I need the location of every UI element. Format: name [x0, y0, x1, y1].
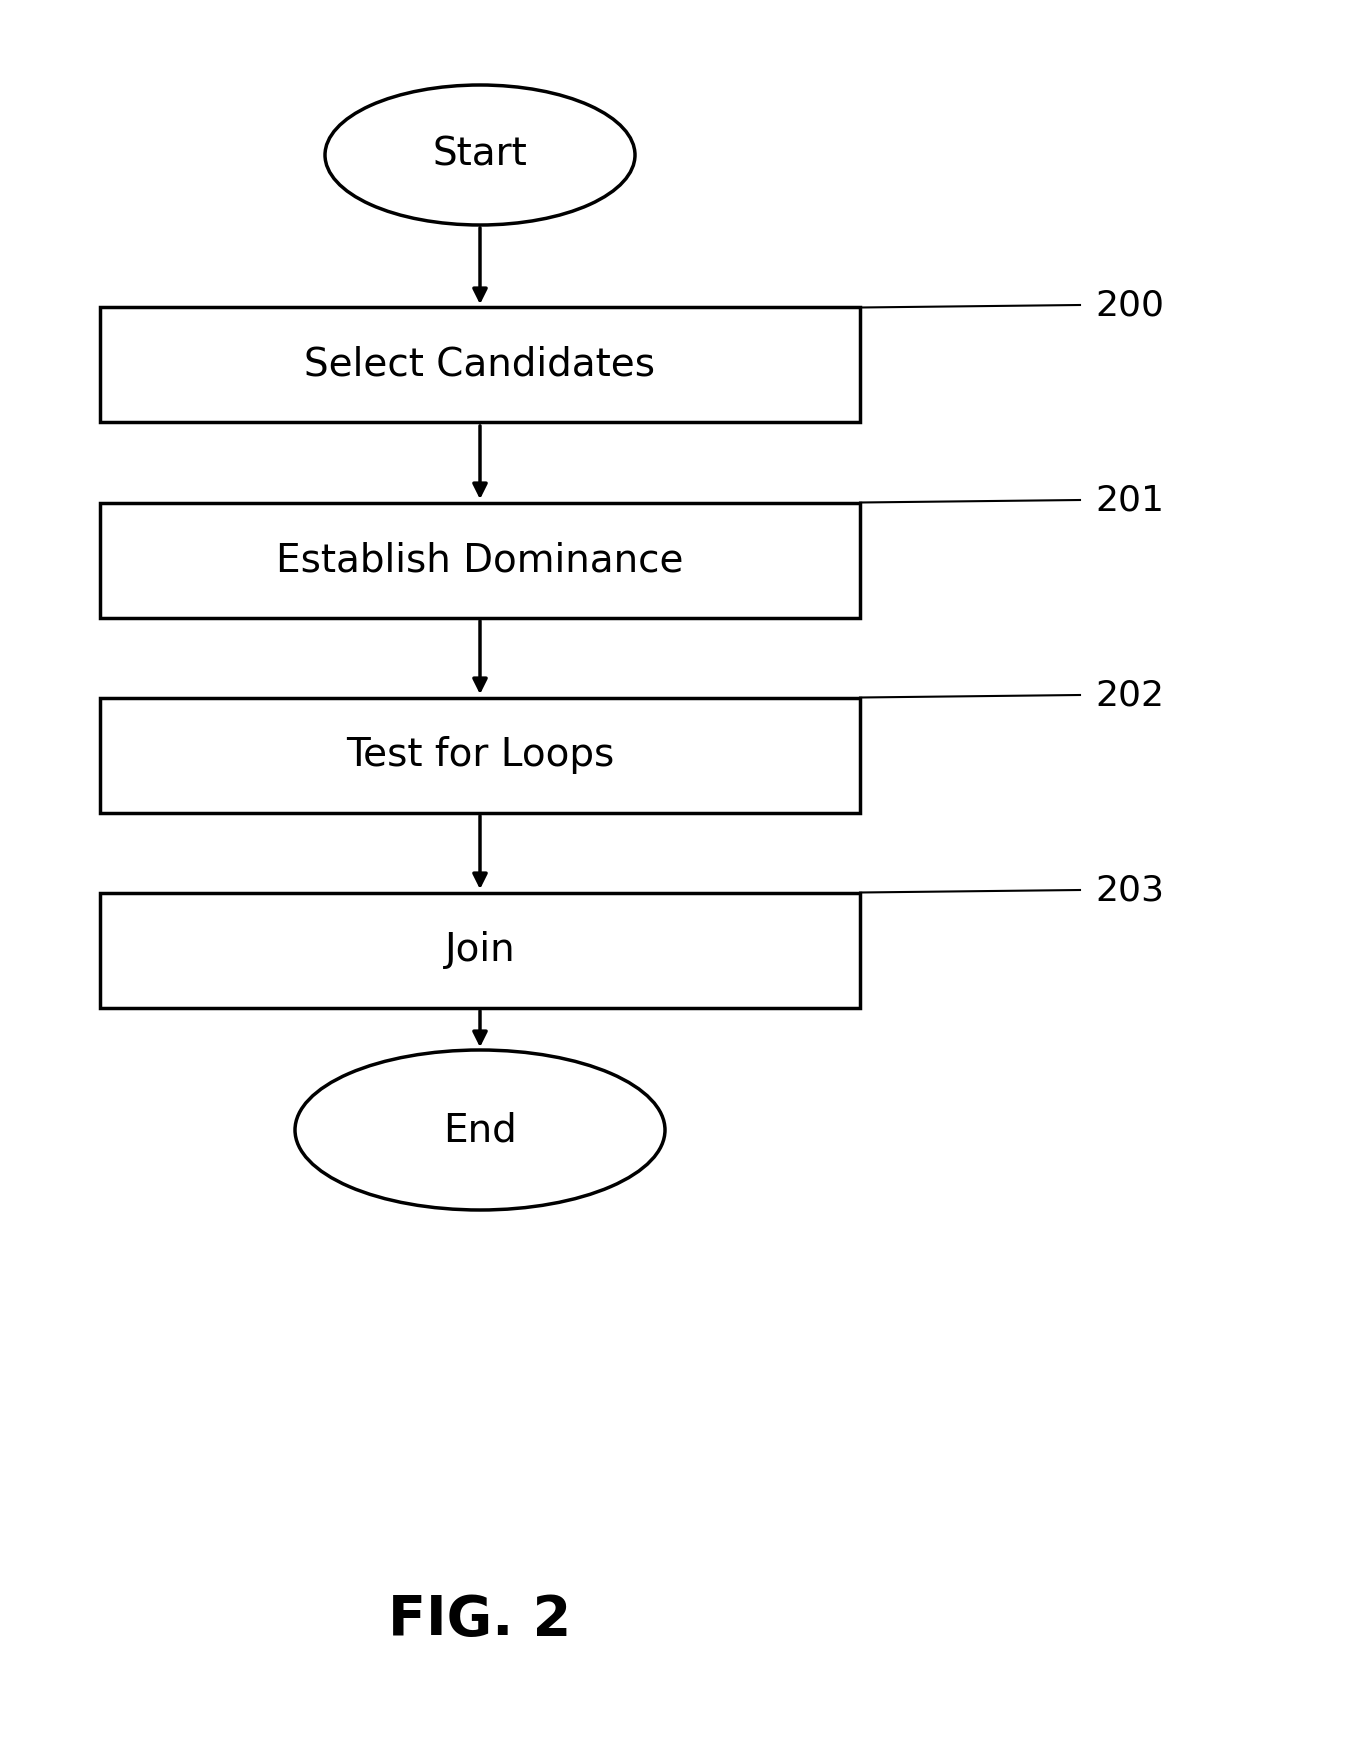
Ellipse shape: [325, 85, 635, 225]
Text: 203: 203: [1095, 873, 1164, 908]
Bar: [100, 502, 861, 617]
Text: Start: Start: [433, 136, 528, 174]
Text: 202: 202: [1095, 678, 1164, 712]
Text: Select Candidates: Select Candidates: [304, 347, 655, 383]
Text: FIG. 2: FIG. 2: [388, 1592, 571, 1646]
Text: 200: 200: [1095, 287, 1164, 322]
Text: Test for Loops: Test for Loops: [346, 737, 614, 773]
Bar: [100, 697, 861, 812]
Text: End: End: [444, 1111, 517, 1150]
Ellipse shape: [295, 1050, 666, 1211]
Bar: [100, 892, 861, 1007]
Text: 201: 201: [1095, 483, 1164, 517]
Text: Establish Dominance: Establish Dominance: [276, 542, 683, 578]
Bar: [100, 308, 861, 423]
Text: Join: Join: [445, 930, 515, 969]
